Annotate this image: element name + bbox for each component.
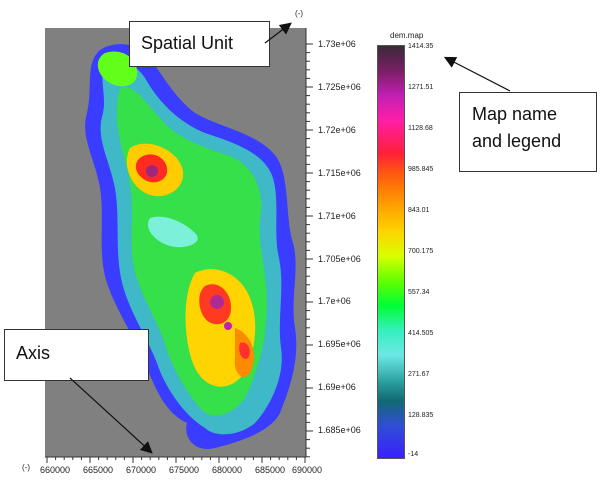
legend-color-bar — [377, 45, 405, 459]
x-tick-label: 665000 — [83, 465, 114, 475]
x-tick-label: 670000 — [126, 465, 157, 475]
y-tick-label: 1.7e+06 — [318, 296, 351, 306]
legend-label: 414.505 — [408, 330, 434, 337]
axis-callout: Axis — [4, 329, 149, 381]
map-name-callout: Map name and legend — [459, 92, 597, 172]
spatial-unit-text: Spatial Unit — [141, 33, 234, 53]
x-axis-ticks — [45, 456, 306, 463]
y-tick-label: 1.725e+06 — [318, 82, 361, 92]
y-tick-label: 1.705e+06 — [318, 254, 361, 264]
southeast-peaks — [239, 342, 250, 359]
y-unit-label: (-) — [295, 9, 303, 18]
y-tick-label: 1.72e+06 — [318, 125, 356, 135]
x-tick-label: 690000 — [292, 465, 323, 475]
legend-label: 557.34 — [408, 289, 430, 296]
y-axis-ticks — [305, 28, 313, 458]
elevation-map — [85, 44, 297, 449]
south-summit — [210, 295, 224, 309]
axis-text: Axis — [16, 343, 51, 363]
legend-label: 1414.35 — [408, 43, 434, 50]
spatial-unit-callout: Spatial Unit — [129, 21, 270, 67]
map-canvas — [45, 28, 306, 457]
legend-label: 271.67 — [408, 371, 430, 378]
legend-label: 1271.51 — [408, 84, 434, 91]
map-name-text-1: Map name — [472, 104, 558, 124]
y-tick-label: 1.695e+06 — [318, 339, 361, 349]
legend-label: 843.01 — [408, 207, 430, 214]
y-tick-label: 1.73e+06 — [318, 39, 356, 49]
x-tick-label: 685000 — [255, 465, 286, 475]
x-tick-label: 660000 — [40, 465, 71, 475]
y-tick-label: 1.69e+06 — [318, 382, 356, 392]
y-tick-label: 1.685e+06 — [318, 425, 361, 435]
north-summit — [146, 165, 158, 177]
legend-label: 700.175 — [408, 248, 434, 255]
legend-label: 985.845 — [408, 166, 434, 173]
x-tick-label: 680000 — [212, 465, 243, 475]
map-name-text-2: and legend — [472, 130, 562, 151]
y-tick-label: 1.715e+06 — [318, 168, 361, 178]
central-band — [147, 216, 198, 248]
legend-label: -14 — [408, 451, 419, 458]
legend-title: dem.map — [390, 31, 424, 40]
legend-label: 128.835 — [408, 412, 434, 419]
y-tick-label: 1.71e+06 — [318, 211, 356, 221]
x-unit-label: (-) — [22, 463, 30, 472]
north-hills — [97, 51, 138, 87]
legend-label: 1128.68 — [408, 125, 433, 132]
x-tick-label: 675000 — [169, 465, 200, 475]
south-subsummit — [224, 322, 232, 330]
